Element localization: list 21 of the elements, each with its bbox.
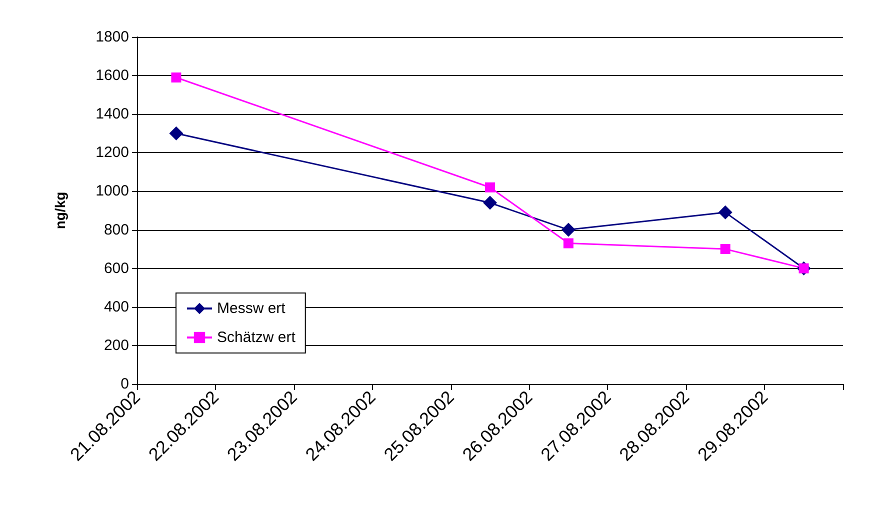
y-tick-label: 600 <box>104 260 129 277</box>
y-tick-label: 1600 <box>96 67 129 84</box>
y-tick-label: 1200 <box>96 144 129 162</box>
point <box>171 72 182 82</box>
point <box>561 222 576 237</box>
point <box>485 182 495 192</box>
point <box>718 205 732 220</box>
y-tick-label: 800 <box>104 221 129 238</box>
point <box>169 126 184 140</box>
point <box>483 196 497 210</box>
y-tick-label: 200 <box>104 336 129 354</box>
point <box>563 238 574 248</box>
y-tick-label: 1400 <box>96 106 129 123</box>
legend-label: Schätzw ert <box>217 329 296 346</box>
y-tick-label: 400 <box>104 298 129 316</box>
y-tick-label: 0 <box>120 376 129 392</box>
legend-label: Messw ert <box>217 300 286 317</box>
y-tick-label: 1800 <box>96 28 129 46</box>
y-axis-title: ng/kg <box>52 192 68 230</box>
point <box>720 244 730 254</box>
y-tick-label: 1000 <box>96 182 129 200</box>
